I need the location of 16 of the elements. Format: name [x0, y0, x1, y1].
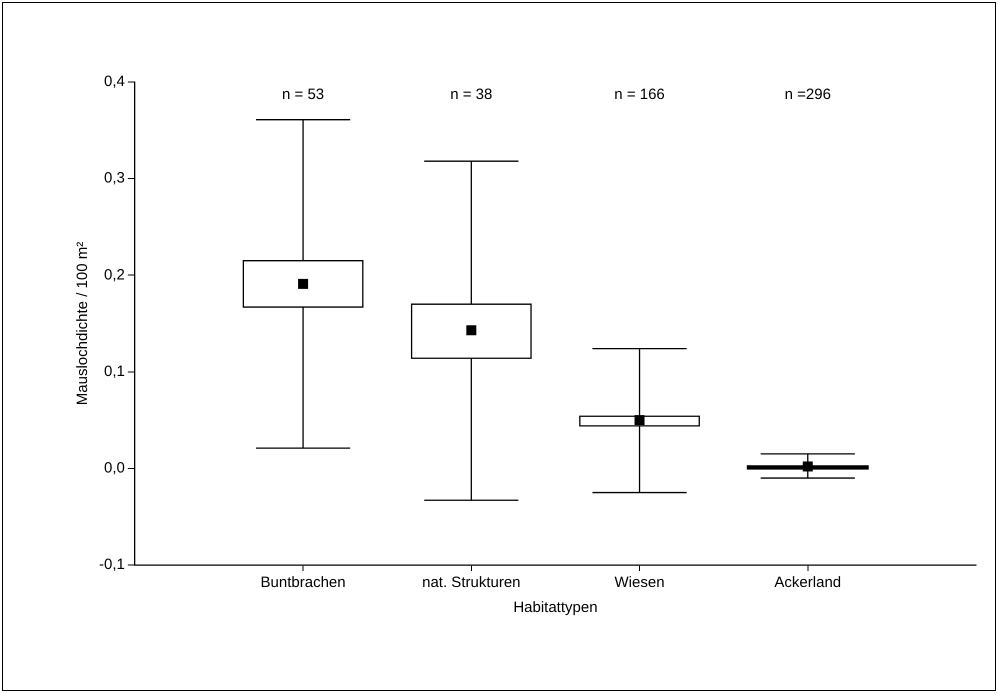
- x-tick-label: nat. Strukturen: [422, 574, 521, 592]
- x-tick-label: Buntbrachen: [260, 574, 346, 592]
- y-tick-label: 0,4: [104, 73, 125, 90]
- y-tick-label: 0,2: [104, 266, 125, 284]
- annotation: n =296: [784, 86, 831, 104]
- y-tick-label: 0,0: [104, 460, 125, 477]
- x-axis-title: Habitattypen: [513, 599, 598, 616]
- y-tick-label: -0,1: [98, 556, 125, 574]
- x-tick-label: Wiesen: [614, 574, 665, 592]
- y-tick-label: 0,1: [104, 362, 125, 380]
- x-tick-label: Ackerland: [774, 574, 842, 592]
- y-axis-title: Mauslochdichte / 100 m²: [74, 242, 92, 406]
- y-tick-label: 0,3: [104, 170, 125, 187]
- annotation: n = 166: [614, 86, 665, 104]
- annotation: n = 53: [282, 86, 324, 104]
- annotation: n = 38: [450, 86, 492, 104]
